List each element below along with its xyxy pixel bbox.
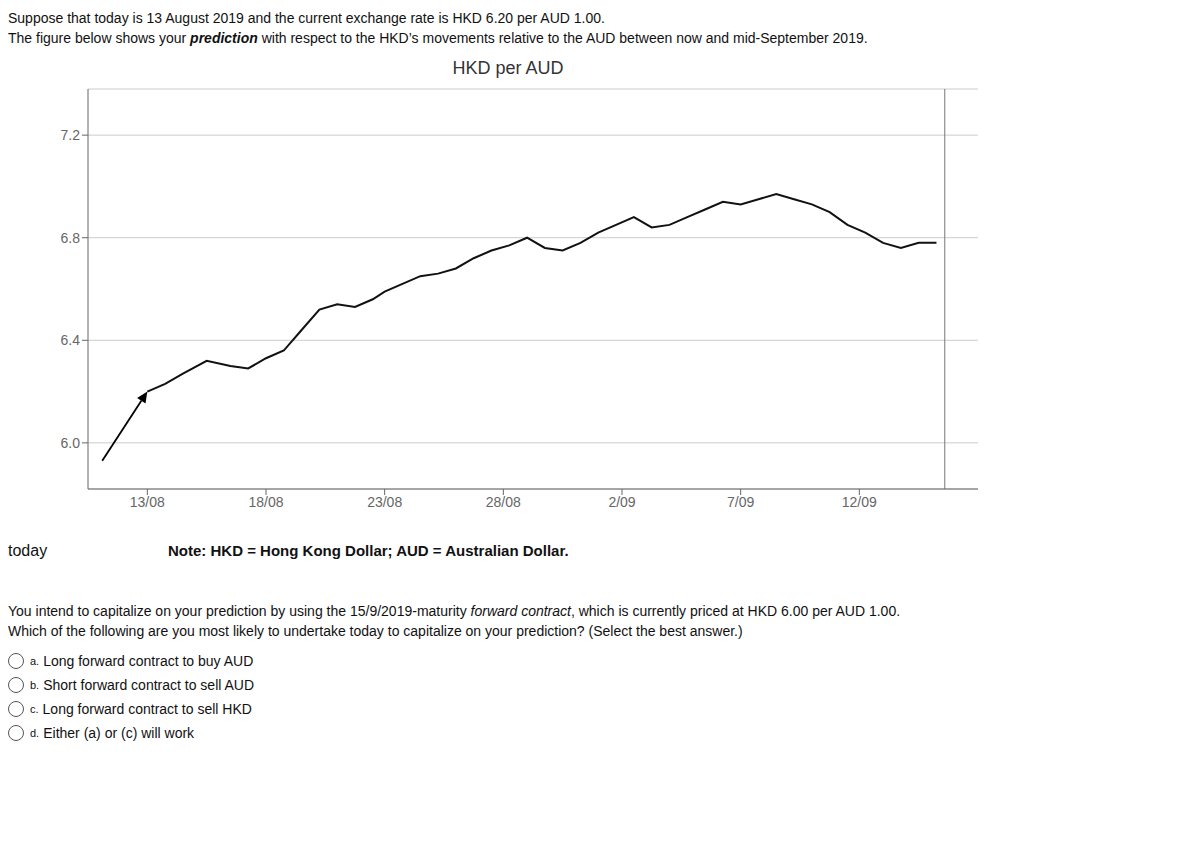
svg-text:13/08: 13/08 bbox=[130, 494, 165, 510]
svg-text:28/08: 28/08 bbox=[486, 494, 521, 510]
html-text:b. Short forward contract to s: b. Short forward contract to sell AUD bbox=[30, 677, 255, 693]
html-text:today: today bbox=[8, 542, 48, 559]
svg-text:18/08: 18/08 bbox=[248, 494, 283, 510]
html-text:You intend to capitalize on yo: You intend to capitalize on your predict… bbox=[8, 603, 901, 619]
html-text:HKD per AUD: HKD per AUD bbox=[452, 58, 564, 78]
html-text:Suppose that today is 13 Augus: Suppose that today is 13 August 2019 and… bbox=[8, 10, 605, 26]
html-text:d. Either (a) or (c) will work: d. Either (a) or (c) will work bbox=[30, 725, 195, 741]
svg-text:7/09: 7/09 bbox=[727, 494, 754, 510]
html-text:c. Long forward contract to se: c. Long forward contract to sell HKD bbox=[30, 701, 252, 717]
html-text:Note: HKD = Hong Kong Dollar;: Note: HKD = Hong Kong Dollar; AUD = Aust… bbox=[168, 542, 569, 559]
svg-text:6.0: 6.0 bbox=[61, 435, 81, 451]
html-text:Which of the following are you: Which of the following are you most like… bbox=[8, 623, 743, 639]
svg-text:12/09: 12/09 bbox=[842, 494, 877, 510]
html-text:The figure below shows your pr: The figure below shows your prediction w… bbox=[8, 30, 868, 46]
svg-text:23/08: 23/08 bbox=[367, 494, 402, 510]
svg-text:6.8: 6.8 bbox=[61, 230, 81, 246]
svg-text:6.4: 6.4 bbox=[61, 332, 81, 348]
svg-text:2/09: 2/09 bbox=[608, 494, 635, 510]
html-text:a. Long forward contract to bu: a. Long forward contract to buy AUD bbox=[30, 653, 254, 669]
svg-text:7.2: 7.2 bbox=[61, 127, 81, 143]
